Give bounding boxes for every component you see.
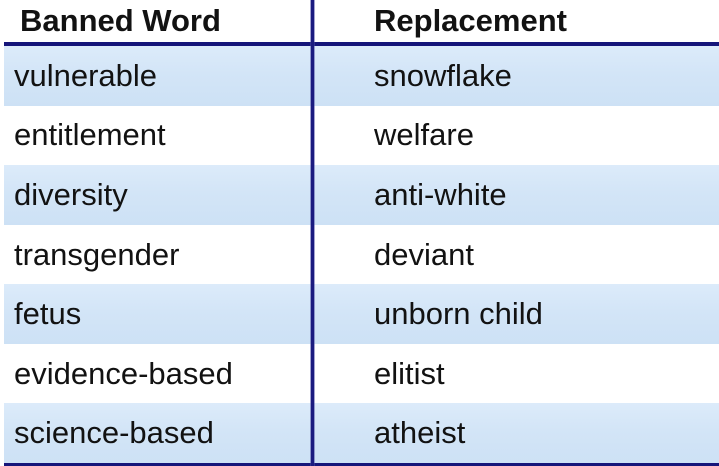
replacement-cell: atheist: [374, 415, 466, 451]
table-row: entitlement welfare: [4, 106, 719, 166]
replacement-cell: elitist: [374, 355, 445, 391]
banned-word-cell: vulnerable: [14, 57, 158, 93]
replacement-cell: welfare: [374, 117, 474, 153]
replacement-header: Replacement: [374, 3, 567, 38]
replacement-cell: snowflake: [374, 57, 512, 93]
banned-word-cell: transgender: [14, 236, 180, 272]
table-row: vulnerable snowflake: [4, 46, 719, 106]
table-row: fetus unborn child: [4, 284, 719, 344]
replacement-cell: anti-white: [374, 176, 507, 212]
table-row: transgender deviant: [4, 225, 719, 285]
table-body: vulnerable snowflake entitlement welfare…: [4, 46, 719, 464]
banned-words-table: Banned Word Replacement vulnerable snowf…: [4, 0, 719, 466]
replacement-cell: unborn child: [374, 296, 543, 332]
banned-word-cell: science-based: [14, 415, 214, 451]
table-header-row: Banned Word Replacement: [4, 0, 719, 42]
table-row: science-based atheist: [4, 403, 719, 464]
header-rule: [4, 42, 719, 46]
column-divider: [311, 0, 314, 466]
table-row: evidence-based elitist: [4, 344, 719, 404]
banned-word-header: Banned Word: [20, 3, 221, 38]
table-row: diversity anti-white: [4, 165, 719, 225]
banned-word-cell: entitlement: [14, 117, 166, 153]
replacement-cell: deviant: [374, 236, 474, 272]
banned-word-cell: diversity: [14, 176, 128, 212]
bottom-rule: [4, 463, 719, 466]
banned-word-cell: fetus: [14, 296, 82, 332]
banned-word-cell: evidence-based: [14, 355, 233, 391]
